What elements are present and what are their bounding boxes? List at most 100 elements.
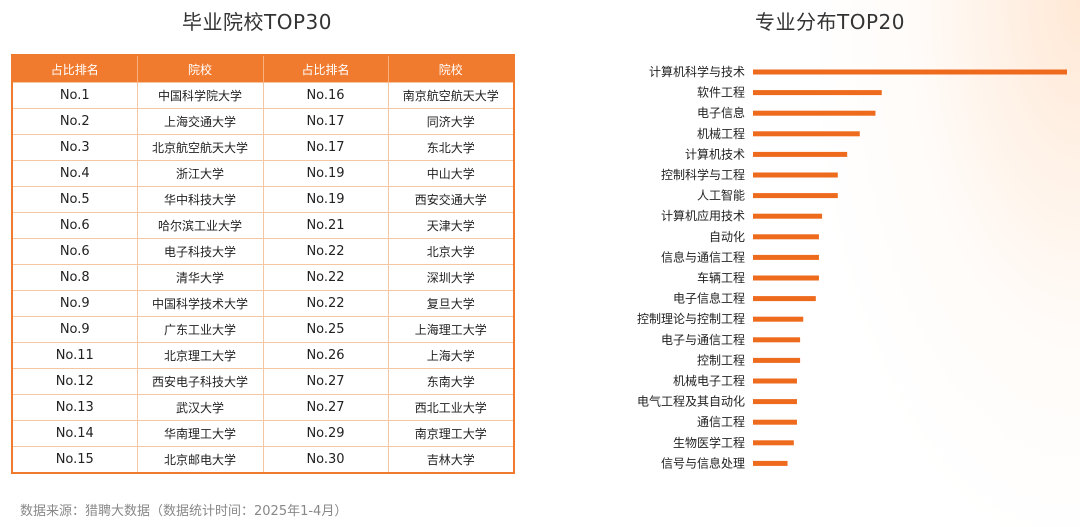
bar [753, 193, 838, 199]
table-row: No.12 西安电子科技大学 No.27 东南大学 [11, 368, 515, 395]
rank-cell: No.25 [262, 316, 389, 343]
rank-cell: No.17 [262, 108, 389, 135]
header-school-left: 院校 [136, 55, 263, 83]
table-row: No.9 中国科学技术大学 No.22 复旦大学 [11, 290, 515, 317]
bar [753, 172, 838, 178]
table-row: No.5 华中科技大学 No.19 西安交通大学 [11, 186, 515, 213]
bar [753, 337, 801, 343]
school-cell: 南京航空航天大学 [387, 82, 515, 109]
category-label: 机械电子工程 [673, 373, 745, 388]
table-row: No.2 上海交通大学 No.17 同济大学 [11, 108, 515, 135]
school-cell: 复旦大学 [387, 290, 515, 317]
bar [753, 90, 882, 96]
bar [753, 316, 804, 322]
rank-cell: No.4 [11, 160, 138, 187]
table-row: No.8 清华大学 No.22 深圳大学 [11, 264, 515, 291]
major-distribution-chart: 计算机科学与技术软件工程电子信息机械工程计算机技术控制科学与工程人工智能计算机应… [637, 64, 1067, 470]
school-cell: 深圳大学 [387, 264, 515, 291]
bar [753, 151, 848, 157]
rank-cell: No.15 [11, 446, 138, 474]
school-cell: 武汉大学 [136, 394, 264, 421]
school-cell: 广东工业大学 [136, 316, 264, 343]
rank-cell: No.16 [262, 82, 389, 109]
table-header-row: 占比排名 院校 占比排名 院校 [12, 55, 514, 83]
rank-cell: No.13 [11, 394, 138, 421]
category-label: 控制理论与控制工程 [637, 311, 745, 326]
school-cell: 中山大学 [387, 160, 515, 187]
rank-cell: No.27 [262, 368, 389, 395]
table-row: No.3 北京航空航天大学 No.17 东北大学 [11, 134, 515, 161]
table-row: No.4 浙江大学 No.19 中山大学 [11, 160, 515, 187]
school-cell: 上海大学 [387, 342, 515, 369]
bar [753, 399, 797, 405]
school-cell: 上海理工大学 [387, 316, 515, 343]
category-label: 电气工程及其自动化 [637, 394, 745, 409]
category-label: 人工智能 [697, 188, 745, 203]
rank-cell: No.5 [11, 186, 138, 213]
rank-cell: No.29 [262, 420, 389, 447]
rank-cell: No.8 [11, 264, 138, 291]
rank-cell: No.30 [262, 446, 389, 474]
school-cell: 北京航空航天大学 [136, 134, 264, 161]
bar [753, 131, 860, 137]
bar [753, 378, 797, 384]
table-row: No.11 北京理工大学 No.26 上海大学 [11, 342, 515, 369]
category-label: 自动化 [709, 230, 745, 244]
rank-cell: No.6 [11, 212, 138, 239]
school-cell: 中国科学技术大学 [136, 290, 264, 317]
rank-cell: No.27 [262, 394, 389, 421]
category-label: 电子信息工程 [673, 291, 745, 306]
bar [753, 296, 816, 302]
rank-cell: No.22 [262, 264, 389, 291]
rank-cell: No.12 [11, 368, 138, 395]
category-label: 机械工程 [697, 126, 745, 141]
table-row: No.6 哈尔滨工业大学 No.21 天津大学 [11, 212, 515, 239]
rank-cell: No.9 [11, 290, 138, 317]
bar [753, 213, 823, 219]
table-body: No.1 中国科学院大学 No.16 南京航空航天大学 No.2 上海交通大学 No.17 同… [11, 82, 515, 474]
category-label: 通信工程 [697, 414, 745, 429]
school-cell: 西安交通大学 [387, 186, 515, 213]
bar [753, 69, 1067, 75]
school-cell: 吉林大学 [387, 446, 515, 474]
bar [753, 275, 819, 281]
rank-cell: No.3 [11, 134, 138, 161]
university-ranking-table: 占比排名 院校 占比排名 院校 No.1 中国科学院大学 No.16 南京航空航天大学… [11, 54, 515, 474]
school-cell: 华南理工大学 [136, 420, 264, 447]
category-label: 软件工程 [697, 85, 745, 100]
table-row: No.6 电子科技大学 No.22 北京大学 [11, 238, 515, 265]
header-school-right: 院校 [387, 55, 514, 83]
rank-cell: No.19 [262, 160, 389, 187]
school-cell: 清华大学 [136, 264, 264, 291]
category-label: 生物医学工程 [673, 435, 745, 450]
school-cell: 北京理工大学 [136, 342, 264, 369]
rank-cell: No.11 [11, 342, 138, 369]
right-section-title: 专业分布TOP20 [755, 10, 905, 34]
school-cell: 西北工业大学 [387, 394, 515, 421]
bar [753, 254, 819, 260]
school-cell: 上海交通大学 [136, 108, 264, 135]
school-cell: 浙江大学 [136, 160, 264, 187]
table-row: No.14 华南理工大学 No.29 南京理工大学 [11, 420, 515, 447]
school-cell: 天津大学 [387, 212, 515, 239]
rank-cell: No.21 [262, 212, 389, 239]
table-row: No.1 中国科学院大学 No.16 南京航空航天大学 [11, 82, 515, 109]
rank-cell: No.9 [11, 316, 138, 343]
school-cell: 南京理工大学 [387, 420, 515, 447]
category-label: 信号与信息处理 [661, 455, 745, 470]
school-cell: 西安电子科技大学 [136, 368, 264, 395]
school-cell: 东北大学 [387, 134, 515, 161]
bar [753, 440, 794, 446]
school-cell: 中国科学院大学 [136, 82, 264, 109]
rank-cell: No.6 [11, 238, 138, 265]
category-label: 计算机技术 [685, 146, 745, 161]
table-row: No.9 广东工业大学 No.25 上海理工大学 [11, 316, 515, 343]
rank-cell: No.26 [262, 342, 389, 369]
left-section-title: 毕业院校TOP30 [182, 10, 332, 34]
school-cell: 哈尔滨工业大学 [136, 212, 264, 239]
rank-cell: No.1 [11, 82, 138, 109]
bar [753, 357, 801, 363]
bar [753, 419, 797, 425]
header-rank-right: 占比排名 [262, 55, 388, 83]
school-cell: 北京大学 [387, 238, 515, 265]
